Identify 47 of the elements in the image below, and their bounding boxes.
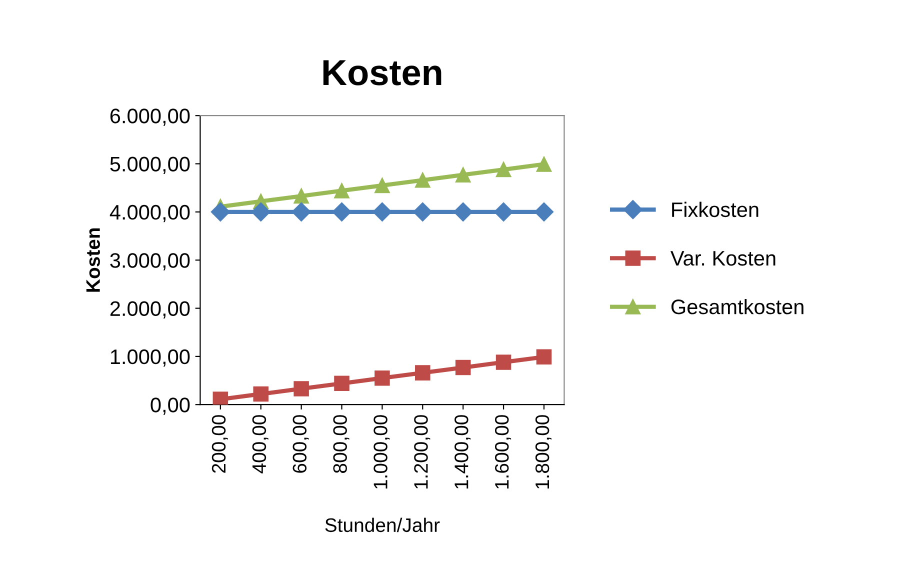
x-tick-label: 1.000,00 [374,415,390,489]
point [455,360,471,376]
x-tick-label: 600,00 [292,415,309,473]
x-tick-label: 400,00 [252,415,268,474]
y-tick-label: 0,00 [150,398,190,415]
y-tick-label: 4.000,00 [110,204,190,222]
y-tick-label: 1.000,00 [110,349,190,367]
y-axis-title: Kosten [86,228,100,292]
point [332,202,352,222]
point [415,365,430,380]
legend-label: Fixkosten [672,202,758,218]
point [212,392,228,405]
chart-title: Kosten [323,60,442,86]
x-tick-label: 800,00 [333,415,350,473]
point [454,202,473,222]
x-tick-label: 1.600,00 [494,415,512,489]
point [496,354,512,370]
point [292,202,311,222]
point [455,167,471,182]
point [253,386,269,402]
point [372,202,392,222]
point [534,202,554,222]
x-tick-label: 1.200,00 [414,415,430,489]
y-tick-label: 6.000,00 [110,108,190,126]
point [210,202,230,222]
point [374,370,390,386]
point [374,178,390,194]
point [334,376,350,392]
x-tick-label: 1.800,00 [535,415,552,489]
x-axis-title: Stunden/Jahr [325,518,440,532]
point [496,162,512,178]
legend-label: Gesamtkosten [671,298,804,314]
legend-label: Var. Kosten [670,251,776,266]
x-tick-label: 1.400,00 [454,415,471,489]
y-tick-label: 3.000,00 [110,253,190,270]
point [294,188,309,204]
y-tick-label: 2.000,00 [110,301,190,318]
point [536,349,552,365]
x-tick-label: 200,00 [212,415,228,473]
point [415,172,430,188]
point [251,202,270,222]
point [494,202,514,222]
point [334,183,350,198]
point [413,202,432,222]
point [294,381,309,396]
point [536,156,552,172]
y-tick-label: 5.000,00 [110,156,190,174]
